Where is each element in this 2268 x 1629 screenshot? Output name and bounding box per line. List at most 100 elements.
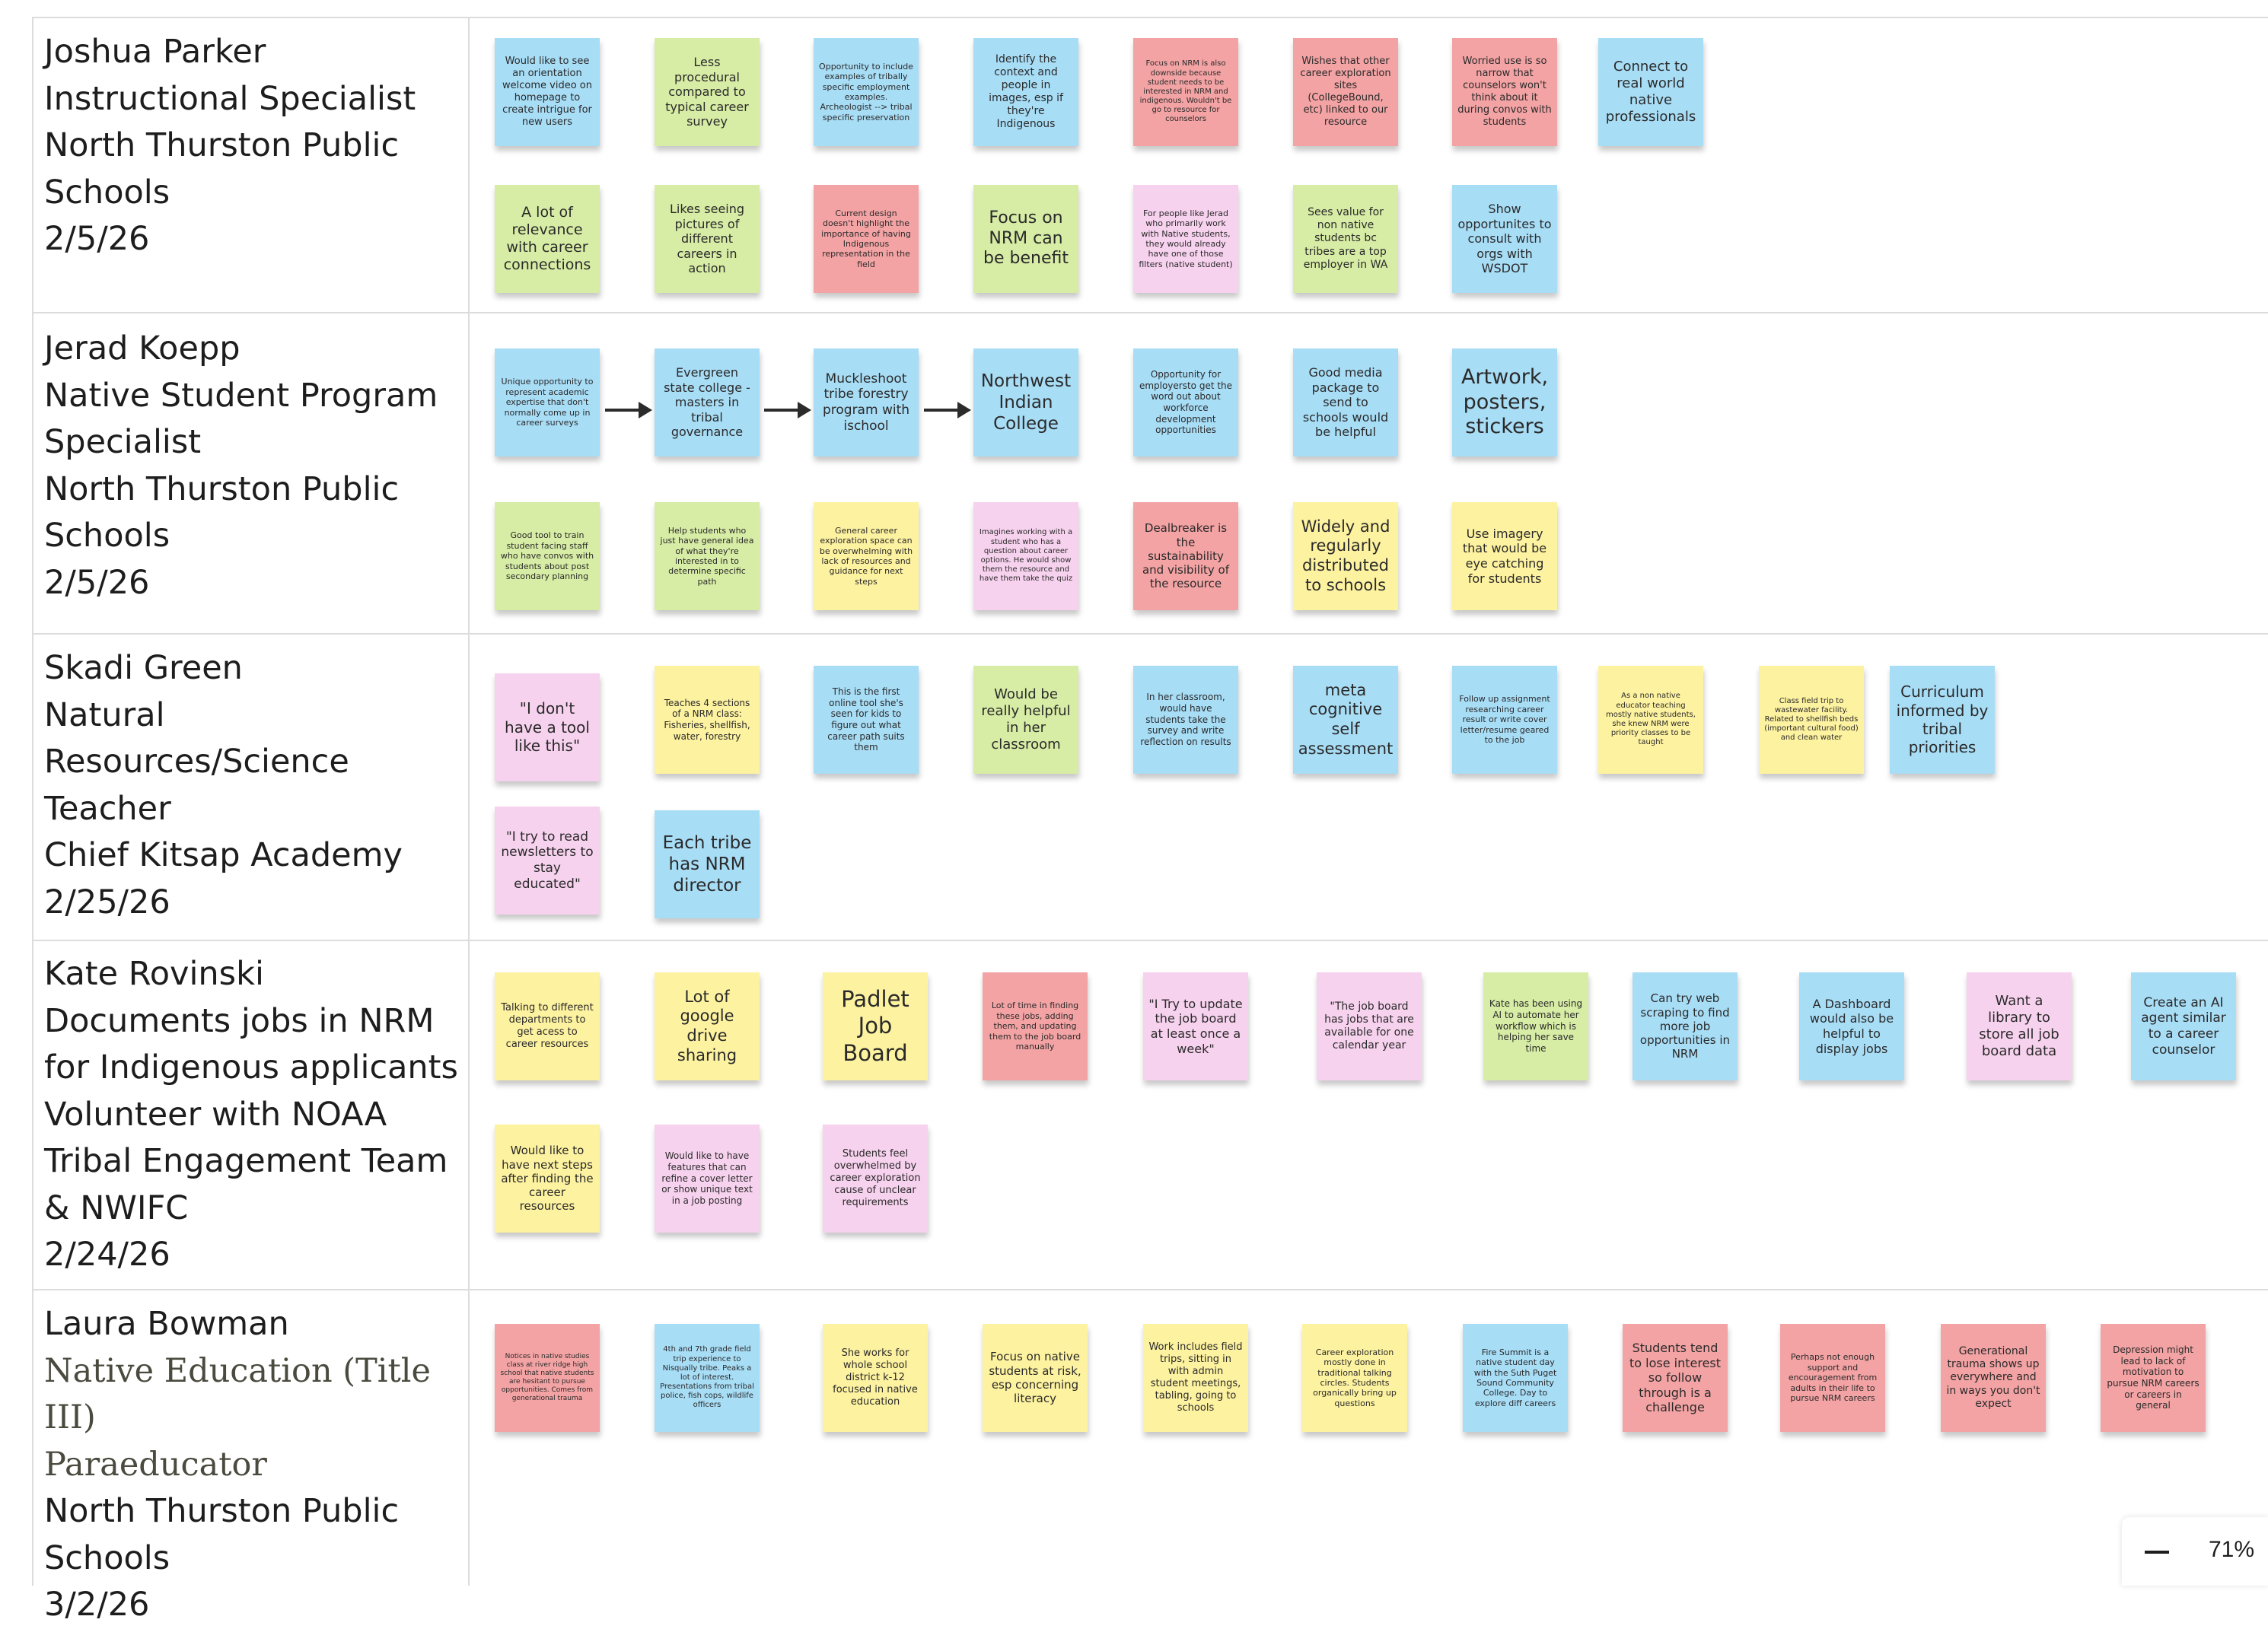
sticky-note[interactable]: "I don't have a tool like this" <box>495 673 600 781</box>
sticky-note[interactable]: Wishes that other career exploration sit… <box>1293 38 1398 146</box>
arrow-connector[interactable] <box>764 402 811 418</box>
sticky-note[interactable]: "The job board has jobs that are availab… <box>1317 972 1422 1080</box>
sticky-note[interactable]: Worried use is so narrow that counselors… <box>1452 38 1557 146</box>
sticky-note[interactable]: Padlet Job Board <box>823 972 928 1080</box>
arrow-connector[interactable] <box>605 402 652 418</box>
row-label-line: Natural <box>44 695 165 734</box>
sticky-note[interactable]: Help students who just have general idea… <box>655 502 760 610</box>
sticky-note[interactable]: meta cognitive self assessment <box>1293 666 1398 774</box>
row-label-line: Schools <box>44 1538 170 1577</box>
row-label-line: North Thurston Public <box>44 469 400 508</box>
row-label-line: North Thurston Public <box>44 126 400 164</box>
sticky-note[interactable]: Focus on NRM is also downside because st… <box>1133 38 1238 146</box>
sticky-note[interactable]: Work includes field trips, sitting in wi… <box>1143 1324 1248 1432</box>
sticky-note[interactable]: As a non native educator teaching mostly… <box>1598 666 1703 774</box>
sticky-note[interactable]: Each tribe has NRM director <box>655 810 760 918</box>
sticky-note[interactable]: A Dashboard would also be helpful to dis… <box>1799 972 1904 1080</box>
sticky-note[interactable]: Lot of time in finding these jobs, addin… <box>983 972 1088 1080</box>
row-label-jerad-koepp: Jerad Koepp Native Student Program Special… <box>44 326 464 606</box>
row-label-line: Teacher <box>44 789 171 828</box>
row-divider <box>32 633 2268 635</box>
sticky-note[interactable]: Depression might lead to lack of motivat… <box>2101 1324 2206 1432</box>
sticky-note[interactable]: Northwest Indian College <box>973 348 1078 457</box>
sticky-note[interactable]: Create an AI agent similar to a career c… <box>2131 972 2236 1080</box>
sticky-note[interactable]: Would like to have next steps after find… <box>495 1125 600 1233</box>
sticky-note[interactable]: Generational trauma shows up everywhere … <box>1941 1324 2046 1432</box>
row-label-line: Native Education (Title III) <box>44 1351 432 1437</box>
sticky-note[interactable]: Focus on NRM can be benefit <box>973 185 1078 293</box>
sticky-note[interactable]: Good media package to send to schools wo… <box>1293 348 1398 457</box>
sticky-note[interactable]: Career exploration mostly done in tradit… <box>1302 1324 1407 1432</box>
sticky-note[interactable]: Connect to real world native professiona… <box>1598 38 1703 146</box>
row-label-line: Chief Kitsap Academy <box>44 836 403 874</box>
row-label-line: Instructional Specialist <box>44 79 416 118</box>
sticky-note[interactable]: Less procedural compared to typical care… <box>655 38 760 146</box>
sticky-note[interactable]: In her classroom, would have students ta… <box>1133 666 1238 774</box>
row-label-line: Schools <box>44 173 170 212</box>
sticky-note[interactable]: Widely and regularly distributed to scho… <box>1293 502 1398 610</box>
row-label-line: Laura Bowman <box>44 1305 289 1343</box>
sticky-note[interactable]: Artwork, posters, stickers <box>1452 348 1557 457</box>
sticky-note[interactable]: Show opportunites to consult with orgs w… <box>1452 185 1557 293</box>
sticky-note[interactable]: For people like Jerad who primarily work… <box>1133 185 1238 293</box>
sticky-note[interactable]: Fire Summit is a native student day with… <box>1463 1324 1568 1432</box>
sticky-note[interactable]: Good tool to train student facing staff … <box>495 502 600 610</box>
sticky-note[interactable]: This is the first online tool she's seen… <box>814 666 919 774</box>
arrow-connector[interactable] <box>924 402 971 418</box>
sticky-note[interactable]: Want a library to store all job board da… <box>1967 972 2072 1080</box>
sticky-note[interactable]: Muckleshoot tribe forestry program with … <box>814 348 919 457</box>
sticky-note[interactable]: Unique opportunity to represent academic… <box>495 348 600 457</box>
row-label-laura-bowman: Laura Bowman Native Education (Title III)… <box>44 1301 464 1629</box>
sticky-note[interactable]: Focus on native students at risk, esp co… <box>983 1324 1088 1432</box>
sticky-note[interactable]: Identify the context and people in image… <box>973 38 1078 146</box>
row-label-line: Joshua Parker <box>44 33 266 71</box>
sticky-note[interactable]: Would like to have features that can ref… <box>655 1125 760 1233</box>
row-label-line: Specialist <box>44 423 202 461</box>
sticky-note[interactable]: Follow up assignment researching career … <box>1452 666 1557 774</box>
row-label-line: for Indigenous applicants <box>44 1048 458 1087</box>
sticky-note[interactable]: She works for whole school district k-12… <box>823 1324 928 1432</box>
sticky-note[interactable]: Curriculum informed by tribal priorities <box>1890 666 1995 774</box>
row-divider <box>32 1289 2268 1290</box>
sticky-note[interactable]: Would like to see an orientation welcome… <box>495 38 600 146</box>
sticky-note[interactable]: Perhaps not enough support and encourage… <box>1780 1324 1885 1432</box>
sticky-note[interactable]: Lot of google drive sharing <box>655 972 760 1080</box>
row-label-line: Documents jobs in NRM <box>44 1001 435 1040</box>
row-divider <box>32 940 2268 941</box>
sticky-note[interactable]: Talking to different departments to get … <box>495 972 600 1080</box>
sticky-note[interactable]: A lot of relevance with career connectio… <box>495 185 600 293</box>
sticky-note[interactable]: Teaches 4 sections of a NRM class: Fishe… <box>655 666 760 774</box>
row-label-line: Skadi Green <box>44 649 243 687</box>
sticky-note[interactable]: 4th and 7th grade field trip experience … <box>655 1324 760 1432</box>
sticky-note[interactable]: Evergreen state college - masters in tri… <box>655 348 760 457</box>
sticky-note[interactable]: Class field trip to wastewater facility.… <box>1759 666 1864 774</box>
row-label-line: Kate Rovinski <box>44 955 264 993</box>
sticky-note[interactable]: Current design doesn't highlight the imp… <box>814 185 919 293</box>
sticky-note[interactable]: Students feel overwhelmed by career expl… <box>823 1125 928 1233</box>
sticky-note[interactable]: "I Try to update the job board at least … <box>1143 972 1248 1080</box>
sticky-note[interactable]: General career exploration space can be … <box>814 502 919 610</box>
zoom-controls: 71% <box>2122 1517 2268 1586</box>
sticky-note[interactable]: Opportunity to include examples of triba… <box>814 38 919 146</box>
minus-icon[interactable] <box>2139 1538 2175 1564</box>
sticky-note[interactable]: Opportunity for employersto get the word… <box>1133 348 1238 457</box>
sticky-note[interactable]: Sees value for non native students bc tr… <box>1293 185 1398 293</box>
zoom-level: 71% <box>2209 1537 2255 1562</box>
sticky-note[interactable]: Kate has been using AI to automate her w… <box>1483 972 1588 1080</box>
sticky-note[interactable]: Notices in native studies class at river… <box>495 1324 600 1432</box>
sticky-note[interactable]: Students tend to lose interest so follow… <box>1623 1324 1728 1432</box>
row-label-line: Volunteer with NOAA <box>44 1095 387 1134</box>
row-label-line: & NWIFC <box>44 1188 189 1227</box>
row-label-line: North Thurston Public <box>44 1492 400 1530</box>
sticky-note[interactable]: Can try web scraping to find more job op… <box>1633 972 1738 1080</box>
sticky-note[interactable]: Imagines working with a student who has … <box>973 502 1078 610</box>
row-label-line: Paraeducator <box>44 1445 267 1484</box>
sticky-note[interactable]: Dealbreaker is the sustainability and vi… <box>1133 502 1238 610</box>
row-label-line: 3/2/26 <box>44 1586 150 1624</box>
sticky-note[interactable]: Use imagery that would be eye catching f… <box>1452 502 1557 610</box>
sticky-note[interactable]: "I try to read newsletters to stay educa… <box>495 807 600 915</box>
row-label-line: Jerad Koepp <box>44 329 240 367</box>
sticky-note[interactable]: Likes seeing pictures of different caree… <box>655 185 760 293</box>
sticky-note[interactable]: Would be really helpful in her classroom <box>973 666 1078 774</box>
